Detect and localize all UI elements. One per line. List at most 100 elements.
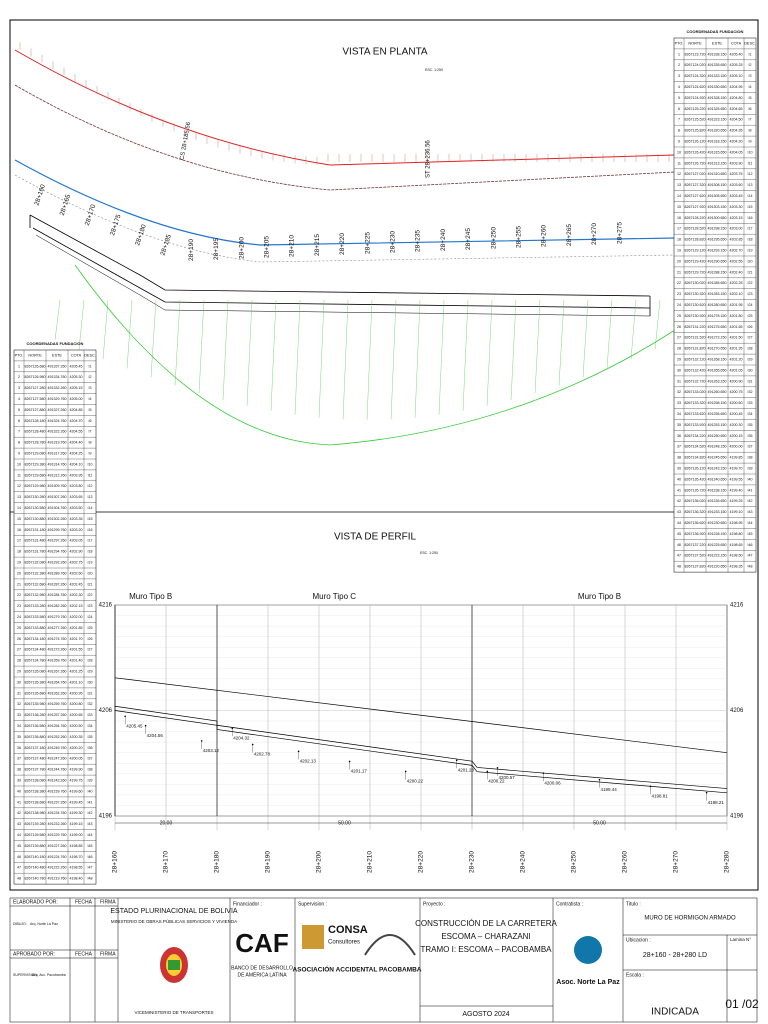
table-cell: 8267128.220 [685,216,706,220]
station-label: 28+260 [541,225,548,247]
table-cell: 4204.95 [730,85,743,89]
title-block [9,897,758,1023]
station-label: 28+210 [289,235,296,257]
table-cell: 8267130.320 [685,292,706,296]
table-cell: I7 [89,430,92,434]
table-cell: 4204.85 [70,408,83,412]
table-cell: 491262.260 [48,691,67,695]
vice-ministry: VICEMINISTERIO DE TRANSPORTES [134,1010,213,1015]
table-cell: 491330.650 [708,85,727,89]
table-cell: 4200.80 [70,702,83,706]
table-cell: 13 [17,495,21,499]
dimension-label: 50.00 [593,820,606,826]
table-cell: 4201.35 [730,347,743,351]
table-cell: 491290.650 [708,259,727,263]
table-cell: 4205.00 [70,397,83,401]
table-cell: 43 [677,510,681,514]
label: DIBUJO: [13,922,27,926]
table-cell: 4205.45 [70,364,83,368]
table-cell: 8267126.720 [685,161,706,165]
table-cell: 491273.150 [708,336,727,340]
table-cell: I4 [89,397,92,401]
table-cell: I16 [88,528,93,532]
profile-line [114,705,728,789]
elevation-label: 4199.44 [601,787,618,792]
table-cell: 8267136.880 [25,735,46,739]
table-cell: I15 [748,205,753,209]
table-cell: 4204.80 [730,96,743,100]
table-cell: 491308.150 [708,183,727,187]
table-cell: I17 [748,227,753,231]
value: Arq. Acc. Pacobamba [32,973,66,977]
table-cell: 8267129.420 [685,259,706,263]
table-cell: I10 [748,150,753,154]
plan-scale: ESC. 1:250 [425,68,443,72]
table-cell: I8 [749,129,752,133]
table-header: PTO. [675,41,684,45]
table-cell: 491327.260 [48,408,67,412]
table-cell: 8267129.720 [685,270,706,274]
elevation-label: 4204.32 [233,735,250,740]
y-tick-label: 4196 [730,814,744,820]
table-cell: 491245.650 [708,456,727,460]
table-cell: 4201.55 [70,648,83,652]
table-cell: 4 [678,85,680,89]
table-cell: 491250.650 [708,434,727,438]
table-cell: 491305.650 [708,194,727,198]
table-cell: 491219.760 [48,877,67,881]
table-cell: I45 [88,844,93,848]
table-cell: 3 [678,74,680,78]
table-cell: I12 [88,484,93,488]
wall-line [32,227,651,309]
table-cell: I26 [748,325,753,329]
table-cell: 8267135.980 [25,702,46,706]
table-cell: 17 [677,227,681,231]
table-cell: 8267136.580 [25,724,46,728]
table-cell: 4202.25 [730,281,743,285]
table-cell: 4205.10 [730,74,743,78]
elevation-label: 4200.06 [544,780,561,785]
hatch-line [174,299,181,386]
table-cell: I48 [748,565,753,569]
hatch-line [318,299,325,418]
table-cell: 491325.650 [708,107,727,111]
table-cell: I2 [89,375,92,379]
table-cell: I39 [88,779,93,783]
table-cell: 491243.150 [708,467,727,471]
table-cell: 5 [678,96,680,100]
table-cell: 8267139.580 [25,833,46,837]
table-cell: 8267127.280 [25,386,46,390]
table-cell: 8267132.380 [25,571,46,575]
table-cell: 491302.260 [48,517,67,521]
hatch-line [102,299,109,360]
table-cell: 15 [677,205,681,209]
section-label: Muro Tipo C [313,592,357,601]
table-cell: 4202.45 [70,582,83,586]
table-cell: 8267132.080 [25,561,46,565]
table-cell: 8267133.620 [685,412,706,416]
table-cell: 4205.25 [730,63,743,67]
table-cell: I3 [749,74,752,78]
table-cell: 16 [677,216,681,220]
table-cell: 491247.260 [48,757,67,761]
table-cell: 8 [678,129,680,133]
table-cell: 8 [18,441,20,445]
label: Lamina N° [730,937,751,942]
station-label: 28+225 [364,232,371,254]
hatch-line [582,299,589,378]
station-label: 28+160 [33,183,47,206]
profile-line [114,710,728,794]
table-cell: I14 [88,506,93,510]
label: Titulo : [626,901,641,907]
table-cell: 491332.260 [48,386,67,390]
table-cell: 4203.30 [730,205,743,209]
hatch-line [126,299,133,369]
table-cell: 491260.650 [708,390,727,394]
station-label: 28+235 [415,230,422,252]
table-cell: 8267124.920 [685,96,706,100]
table-cell: 4203.00 [730,227,743,231]
location: 28+160 - 28+280 LD [643,952,707,959]
table-cell: 491274.760 [48,637,67,641]
table-cell: 4200.15 [730,434,743,438]
table-cell: 8267136.020 [685,499,706,503]
